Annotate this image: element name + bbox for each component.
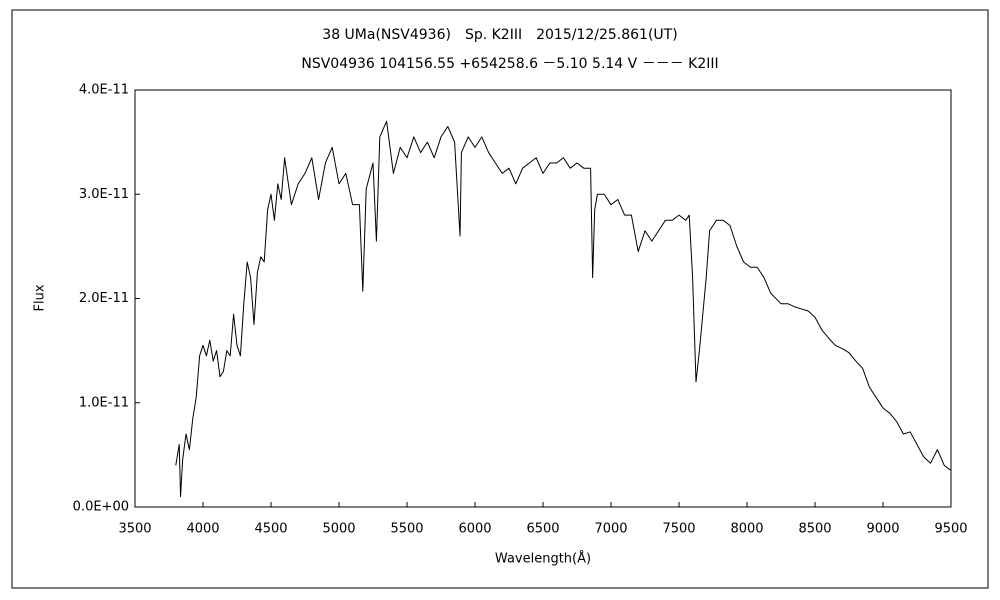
chart-subtitle: NSV04936 104156.55 +654258.6 －5.10 5.14 … <box>301 56 718 72</box>
x-tick-label: 9000 <box>866 522 899 537</box>
x-tick-label: 3500 <box>118 522 151 537</box>
x-tick-label: 5500 <box>390 522 423 537</box>
x-tick-label: 5000 <box>322 522 355 537</box>
y-tick-label: 3.0E-11 <box>79 187 129 202</box>
spectrum-line <box>175 120 952 498</box>
x-tick-label: 9500 <box>934 522 967 537</box>
x-tick-label: 7500 <box>662 522 695 537</box>
x-tick-label: 4500 <box>254 522 287 537</box>
y-axis-label: Flux <box>33 284 48 311</box>
x-tick-label: 4000 <box>186 522 219 537</box>
x-tick-label: 6000 <box>458 522 491 537</box>
x-axis-label: Wavelength(Å) <box>495 551 591 567</box>
chart-frame <box>11 9 989 589</box>
x-tick-label: 8500 <box>798 522 831 537</box>
x-tick-label: 6500 <box>526 522 559 537</box>
y-tick-label: 2.0E-11 <box>79 291 129 306</box>
y-tick-label: 0.0E+00 <box>73 500 129 515</box>
y-tick-label: 1.0E-11 <box>79 395 129 410</box>
chart-title: 38 UMa(NSV4936) Sp. K2III 2015/12/25.861… <box>322 27 677 43</box>
x-tick-label: 7000 <box>594 522 627 537</box>
y-tick-label: 4.0E-11 <box>79 83 129 98</box>
x-tick-label: 8000 <box>730 522 763 537</box>
